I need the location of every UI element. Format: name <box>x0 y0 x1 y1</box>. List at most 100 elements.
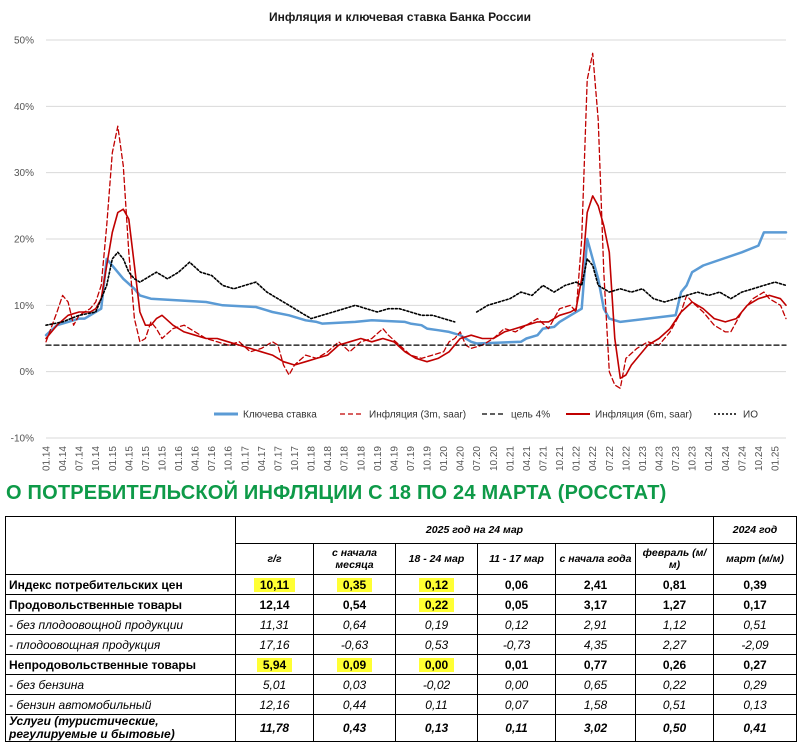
cell-value: 0,51 <box>743 617 767 632</box>
cell-value: 11,31 <box>259 617 290 632</box>
table-row: Индекс потребительских цен 10,11 0,35 0,12 0… <box>5 574 797 595</box>
highlighted-value: 0,35 <box>336 577 373 592</box>
cell-value: -0,02 <box>422 677 451 692</box>
table-cell: 1,27 <box>635 594 714 615</box>
x-tick-label: 01.25 <box>770 446 781 471</box>
x-tick-label: 01.24 <box>704 446 715 471</box>
series-line <box>45 195 787 380</box>
table-row: - бензин автомобильный 12,16 0,44 0,11 0,07 1… <box>5 694 797 715</box>
cell-value: 2,27 <box>662 637 687 652</box>
x-tick-label: 04.24 <box>721 446 732 471</box>
table-cell: -0,63 <box>313 634 396 655</box>
section-title: О ПОТРЕБИТЕЛЬСКОЙ ИНФЛЯЦИИ С 18 ПО 24 МА… <box>6 482 667 504</box>
table-cell: 17,16 <box>235 634 314 655</box>
cell-value: 0,19 <box>424 617 449 632</box>
x-tick-label: 07.22 <box>605 446 616 471</box>
x-tick-label: 01.17 <box>240 446 251 471</box>
x-tick-label: 04.14 <box>58 446 69 471</box>
cell-value: 0,06 <box>504 577 529 592</box>
legend-label: ИО <box>743 410 758 421</box>
table-cell: 0,39 <box>713 574 797 595</box>
highlighted-value: 0,00 <box>418 657 455 672</box>
chart-area: -10% 0% 10% 20% 30% 40% 50% 01.14 04.14 07.14 10.1… <box>11 10 788 471</box>
cell-value: 0,51 <box>662 697 687 712</box>
table-cell: 0,50 <box>635 714 714 742</box>
x-tick-label: 04.23 <box>654 446 665 471</box>
table-cell: 2,91 <box>555 614 636 635</box>
y-tick-label: -10% <box>11 434 34 445</box>
table-cell: 0,53 <box>395 634 478 655</box>
column-header: с начала месяца <box>313 543 396 575</box>
series-line <box>45 52 787 389</box>
table-cell: 10,11 <box>235 574 314 595</box>
table-cell: 0,13 <box>395 714 478 742</box>
table-cell: 0,06 <box>477 574 556 595</box>
table-cell: 2,27 <box>635 634 714 655</box>
table-cell: 0,41 <box>713 714 797 742</box>
cpi-table: 2025 год на 24 мар 2024 год г/г с начала … <box>5 516 797 742</box>
column-header: 11 - 17 мар <box>477 543 556 575</box>
cell-value: 0,65 <box>583 677 608 692</box>
row-label: - без бензина <box>5 674 236 695</box>
table-cell: 4,35 <box>555 634 636 655</box>
cell-value: 0,43 <box>342 721 367 735</box>
column-header: 18 - 24 мар <box>395 543 478 575</box>
legend-label: Инфляция (3m, saar) <box>369 409 466 421</box>
y-tick-label: 40% <box>14 102 34 113</box>
chart-title: Инфляция и ключевая ставка Банка России <box>268 10 532 24</box>
highlighted-value: 10,11 <box>253 577 296 592</box>
x-tick-label: 04.22 <box>588 446 599 471</box>
x-tick-label: 10.16 <box>224 446 235 471</box>
table-cell: 0,00 <box>395 654 478 675</box>
x-tick-label: 07.18 <box>340 446 351 471</box>
table-cell: 0,35 <box>313 574 396 595</box>
table-cell: 0,81 <box>635 574 714 595</box>
cell-value: 0,00 <box>504 677 529 692</box>
table-cell: 0,07 <box>477 694 556 715</box>
cell-value: 3,02 <box>583 721 608 735</box>
cell-value: 0,07 <box>504 697 529 712</box>
table-cell: 3,02 <box>555 714 636 742</box>
table-cell: -0,02 <box>395 674 478 695</box>
series-line <box>45 251 787 326</box>
legend-label: Инфляция (6m, saar) <box>595 409 692 421</box>
cell-value: 0,41 <box>743 721 767 735</box>
x-tick-label: 01.14 <box>42 446 53 471</box>
legend-label: цель 4% <box>511 410 550 421</box>
cell-value: -2,09 <box>741 637 769 652</box>
row-label: Услуги (туристические, регулируемые и бы… <box>5 714 236 742</box>
x-tick-label: 10.17 <box>290 446 301 471</box>
table-cell: 5,94 <box>235 654 314 675</box>
x-tick-label: 10.22 <box>621 446 632 471</box>
table-cell: 0,29 <box>713 674 797 695</box>
table-row: Продовольственные товары 12,14 0,54 0,22 0,0… <box>5 594 797 615</box>
highlighted-value: 5,94 <box>256 657 293 672</box>
table-cell: 0,65 <box>555 674 636 695</box>
table-cell: 0,51 <box>713 614 797 635</box>
cell-value: 0,53 <box>424 637 449 652</box>
table-row: - без бензина 5,01 0,03 -0,02 0,00 0,65 0,22 0,… <box>5 674 797 695</box>
table-cell: 0,26 <box>635 654 714 675</box>
table-cell: 0,27 <box>713 654 797 675</box>
table-cell: 0,12 <box>395 574 478 595</box>
x-tick-label: 01.19 <box>373 446 384 471</box>
highlighted-value: 0,12 <box>418 577 455 592</box>
x-tick-label: 07.14 <box>75 446 86 471</box>
table-cell: 0,51 <box>635 694 714 715</box>
cell-value: 11,78 <box>259 721 290 735</box>
cell-value: 0,13 <box>743 697 767 712</box>
cell-value: 5,01 <box>262 677 287 692</box>
cell-value: 0,11 <box>505 721 528 735</box>
cell-value: 1,58 <box>583 697 608 712</box>
cell-value: 0,77 <box>583 657 608 672</box>
table-cell: 0,44 <box>313 694 396 715</box>
y-tick-label: 20% <box>14 235 34 246</box>
cell-value: 17,16 <box>259 637 290 652</box>
x-tick-label: 01.21 <box>505 446 516 471</box>
y-tick-label: 50% <box>14 36 34 47</box>
table-cell: 11,31 <box>235 614 314 635</box>
x-tick-label: 07.17 <box>273 446 284 471</box>
table-cell: 0,05 <box>477 594 556 615</box>
table-cell: 2,41 <box>555 574 636 595</box>
column-header: март (м/м) <box>713 543 797 575</box>
